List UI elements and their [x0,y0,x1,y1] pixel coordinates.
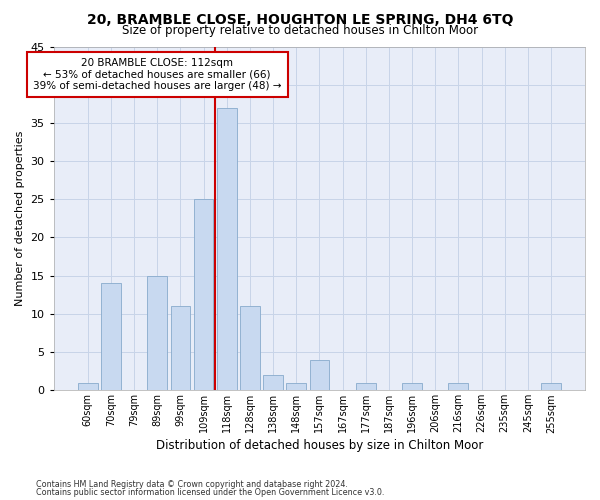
Bar [170,306,190,390]
Bar [448,382,468,390]
Bar [356,382,376,390]
Text: 20, BRAMBLE CLOSE, HOUGHTON LE SPRING, DH4 6TQ: 20, BRAMBLE CLOSE, HOUGHTON LE SPRING, D… [87,12,513,26]
Bar [78,382,98,390]
Bar [402,382,422,390]
Bar [240,306,260,390]
Text: 20 BRAMBLE CLOSE: 112sqm
← 53% of detached houses are smaller (66)
39% of semi-d: 20 BRAMBLE CLOSE: 112sqm ← 53% of detach… [33,58,281,91]
X-axis label: Distribution of detached houses by size in Chilton Moor: Distribution of detached houses by size … [155,440,483,452]
Text: Contains public sector information licensed under the Open Government Licence v3: Contains public sector information licen… [36,488,385,497]
Bar [194,200,214,390]
Bar [217,108,236,391]
Bar [148,276,167,390]
Text: Size of property relative to detached houses in Chilton Moor: Size of property relative to detached ho… [122,24,478,37]
Bar [263,375,283,390]
Bar [310,360,329,390]
Bar [101,284,121,391]
Text: Contains HM Land Registry data © Crown copyright and database right 2024.: Contains HM Land Registry data © Crown c… [36,480,348,489]
Bar [286,382,306,390]
Bar [541,382,561,390]
Y-axis label: Number of detached properties: Number of detached properties [15,130,25,306]
